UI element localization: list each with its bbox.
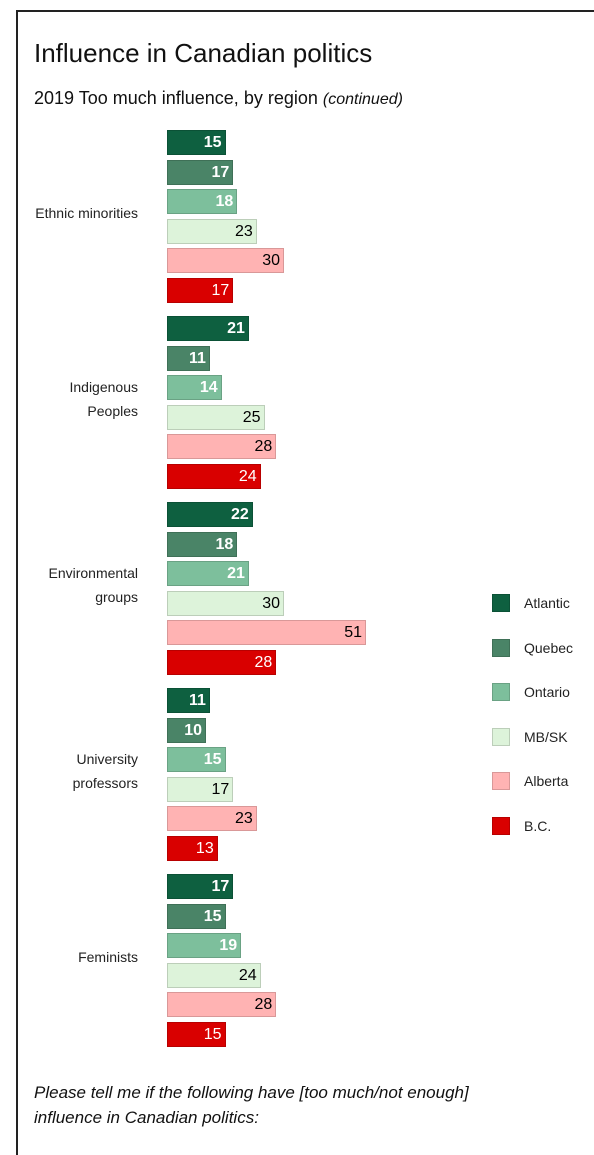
value-label: 30 — [262, 594, 281, 612]
value-label: 17 — [211, 282, 230, 299]
value-label: 15 — [203, 1026, 222, 1043]
bar — [167, 1022, 226, 1047]
chart-subtitle: 2019 Too much influence, by region (cont… — [34, 88, 403, 109]
category-label: Ethnic minorities — [35, 204, 138, 221]
bar — [167, 992, 277, 1018]
bar — [167, 836, 218, 861]
value-label: 23 — [234, 810, 253, 828]
value-label: 18 — [215, 535, 234, 553]
value-label: 11 — [188, 692, 206, 709]
bar — [167, 806, 257, 832]
bar — [167, 747, 226, 773]
bar — [167, 590, 285, 616]
value-label: 11 — [188, 349, 206, 367]
value-label: 13 — [195, 840, 214, 857]
legend-swatch — [492, 683, 510, 701]
bar — [167, 278, 234, 303]
bar — [167, 218, 257, 244]
value-label: 15 — [203, 134, 222, 151]
value-label: 30 — [262, 252, 281, 270]
bar — [167, 375, 222, 401]
bar — [167, 962, 261, 988]
value-label: 28 — [254, 438, 273, 456]
legend-swatch — [492, 727, 510, 746]
value-label: 25 — [242, 408, 261, 426]
value-label: 17 — [211, 163, 230, 181]
category-label: Indigenous Peoples — [69, 378, 138, 419]
value-label: 24 — [238, 468, 257, 485]
bar — [167, 464, 261, 489]
legend-swatch — [492, 594, 510, 612]
legend-label: Atlantic — [524, 595, 570, 611]
value-label: 21 — [227, 565, 245, 583]
legend-label: Ontario — [524, 684, 570, 700]
bar — [167, 159, 234, 185]
value-label: 19 — [219, 937, 238, 955]
legend-label: Quebec — [524, 639, 574, 656]
category-label: University professors — [72, 750, 138, 791]
category-label: Feminists — [78, 948, 138, 965]
legend-label: Alberta — [524, 773, 569, 789]
value-label: 28 — [254, 996, 273, 1014]
bar — [167, 189, 238, 215]
bar — [167, 620, 366, 646]
bar — [167, 650, 277, 675]
bar — [167, 874, 234, 899]
bar — [167, 903, 226, 929]
chart-title: Influence in Canadian politics — [34, 38, 373, 68]
bar — [167, 345, 210, 371]
value-label: 28 — [254, 654, 273, 671]
value-label: 51 — [344, 624, 362, 642]
value-label: 18 — [215, 193, 234, 211]
bar — [167, 248, 285, 274]
value-label: 24 — [238, 966, 257, 984]
category-label: Environmental groups — [48, 564, 139, 605]
bar — [167, 561, 249, 587]
frame — [16, 10, 594, 1155]
value-label: 17 — [211, 878, 230, 895]
footnote: Please tell me if the following have [to… — [34, 1083, 469, 1127]
bar — [167, 130, 226, 155]
bar — [167, 502, 253, 527]
bar — [167, 531, 238, 557]
value-label: 15 — [203, 751, 222, 769]
bar — [167, 434, 277, 460]
value-label: 10 — [184, 721, 203, 739]
legend-swatch — [492, 772, 510, 790]
bar — [167, 316, 249, 341]
value-label: 22 — [231, 506, 249, 523]
value-label: 23 — [234, 222, 253, 240]
bar — [167, 776, 234, 802]
legend-swatch — [492, 816, 510, 835]
legend-swatch — [492, 638, 510, 657]
bar — [167, 717, 207, 743]
subtitle-note: (continued) — [322, 91, 403, 108]
value-label: 15 — [203, 907, 222, 925]
bar — [167, 688, 210, 713]
subtitle-text: 2019 Too much influence, by region — [34, 88, 318, 108]
value-label: 21 — [227, 320, 245, 337]
bar — [167, 404, 265, 430]
value-label: 14 — [199, 379, 218, 397]
legend-label: MB/SK — [524, 728, 568, 745]
value-label: 17 — [211, 780, 230, 798]
bar — [167, 933, 242, 959]
legend-label: B.C. — [524, 817, 552, 834]
